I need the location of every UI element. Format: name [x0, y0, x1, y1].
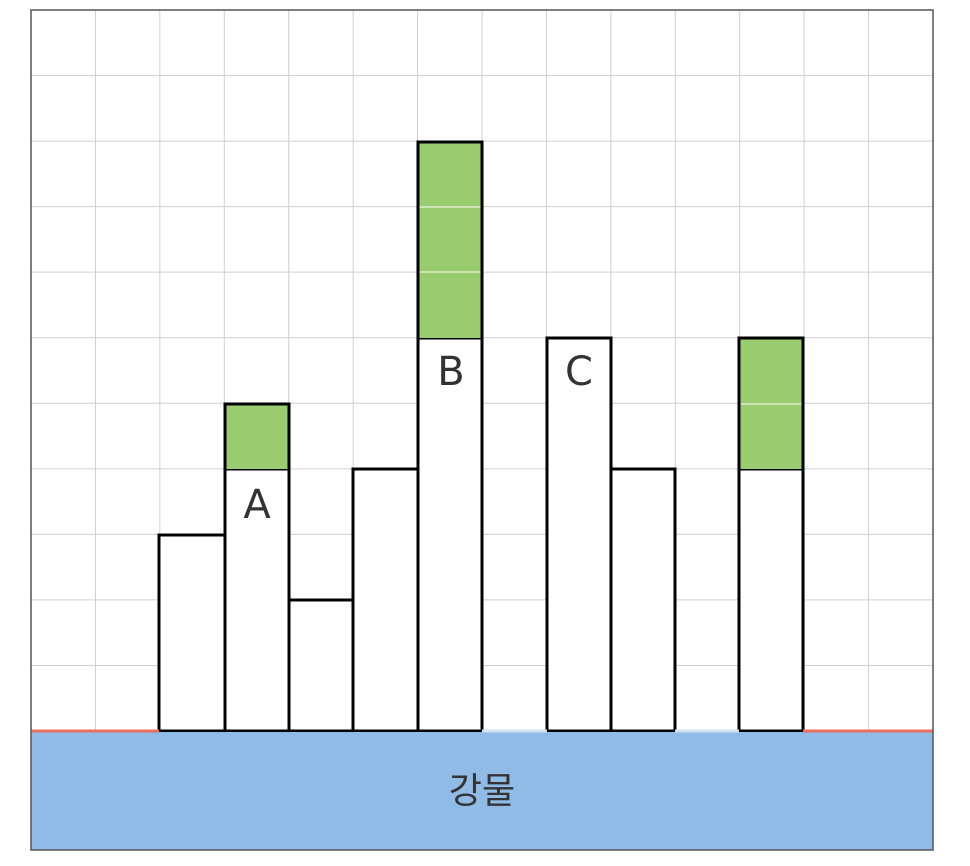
- building: [351, 467, 420, 733]
- building: [287, 598, 355, 733]
- building-outline: [737, 336, 805, 733]
- building: [609, 467, 677, 733]
- frame: [30, 9, 934, 851]
- building: [545, 336, 613, 733]
- building-outline: [416, 140, 484, 733]
- building-label: C: [565, 349, 593, 395]
- building: [737, 467, 805, 733]
- added-floor: [418, 142, 482, 338]
- water-label: 강물: [449, 771, 515, 812]
- building-outline: [223, 402, 291, 733]
- building-label: A: [243, 482, 271, 528]
- water: [31, 732, 933, 850]
- building: [416, 336, 484, 733]
- added-floor: [225, 404, 289, 469]
- building: [157, 533, 227, 733]
- building-label: B: [437, 349, 464, 395]
